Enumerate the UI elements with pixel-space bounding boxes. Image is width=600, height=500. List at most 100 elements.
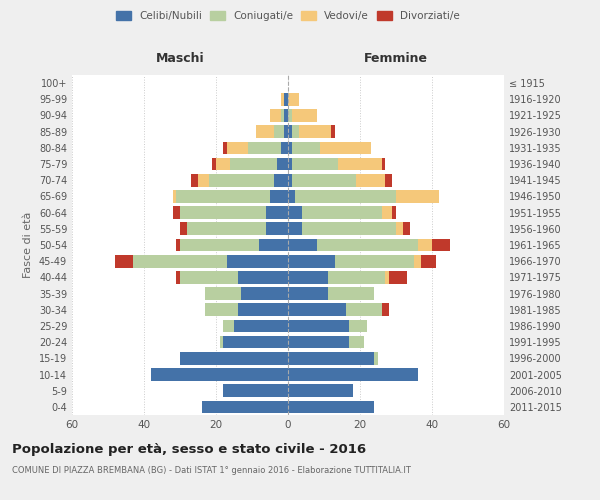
Bar	[256, 126, 274, 138]
Bar	[209, 174, 274, 186]
Bar	[288, 158, 292, 170]
Bar	[133, 255, 227, 268]
Bar	[396, 190, 439, 202]
Bar	[288, 206, 302, 219]
Bar	[284, 109, 288, 122]
Bar	[284, 126, 288, 138]
Bar	[288, 126, 292, 138]
Bar	[281, 93, 284, 106]
Bar	[227, 255, 288, 268]
Bar	[288, 174, 292, 186]
Bar	[385, 174, 392, 186]
Bar	[238, 271, 288, 283]
Bar	[266, 206, 288, 219]
Bar	[223, 336, 288, 348]
Bar	[288, 93, 299, 106]
Bar	[180, 238, 259, 252]
Bar	[205, 288, 241, 300]
Bar	[288, 142, 292, 154]
Bar	[234, 320, 288, 332]
Bar	[403, 222, 410, 235]
Bar	[176, 271, 180, 283]
Bar	[382, 206, 392, 219]
Bar	[277, 158, 288, 170]
Bar	[281, 109, 284, 122]
Bar	[176, 190, 270, 202]
Bar	[389, 271, 407, 283]
Bar	[274, 126, 284, 138]
Bar	[288, 304, 346, 316]
Bar	[180, 206, 266, 219]
Bar	[241, 288, 288, 300]
Bar	[288, 190, 295, 202]
Bar	[238, 304, 288, 316]
Bar	[414, 255, 421, 268]
Bar	[356, 174, 385, 186]
Bar	[220, 336, 223, 348]
Bar	[212, 158, 216, 170]
Bar	[338, 158, 382, 170]
Bar	[346, 304, 382, 316]
Bar	[349, 320, 367, 332]
Bar	[266, 222, 288, 235]
Bar	[418, 238, 432, 252]
Bar	[292, 158, 338, 170]
Bar	[328, 271, 385, 283]
Bar	[205, 304, 238, 316]
Bar	[288, 336, 349, 348]
Bar	[288, 271, 328, 283]
Bar	[180, 352, 288, 364]
Bar	[385, 271, 389, 283]
Bar	[292, 142, 320, 154]
Bar	[274, 174, 288, 186]
Bar	[317, 238, 418, 252]
Y-axis label: Fasce di età: Fasce di età	[23, 212, 33, 278]
Bar	[288, 384, 353, 397]
Bar	[392, 206, 396, 219]
Bar	[223, 142, 227, 154]
Bar	[187, 222, 266, 235]
Bar	[292, 174, 356, 186]
Bar	[191, 174, 198, 186]
Bar	[432, 238, 450, 252]
Bar	[292, 109, 317, 122]
Bar	[270, 190, 288, 202]
Bar	[281, 142, 288, 154]
Bar	[173, 206, 180, 219]
Bar	[382, 158, 385, 170]
Bar	[396, 222, 403, 235]
Bar	[198, 174, 209, 186]
Bar	[180, 222, 187, 235]
Bar	[288, 109, 292, 122]
Bar	[288, 238, 317, 252]
Bar	[288, 368, 418, 381]
Text: Femmine: Femmine	[364, 52, 428, 66]
Bar	[259, 238, 288, 252]
Bar	[223, 384, 288, 397]
Bar	[180, 271, 238, 283]
Bar	[299, 126, 331, 138]
Bar	[374, 352, 378, 364]
Bar	[421, 255, 436, 268]
Text: COMUNE DI PIAZZA BREMBANA (BG) - Dati ISTAT 1° gennaio 2016 - Elaborazione TUTTI: COMUNE DI PIAZZA BREMBANA (BG) - Dati IS…	[12, 466, 411, 475]
Bar	[227, 142, 248, 154]
Bar	[302, 206, 382, 219]
Bar	[173, 190, 176, 202]
Bar	[335, 255, 414, 268]
Bar	[292, 126, 299, 138]
Bar	[328, 288, 374, 300]
Bar	[248, 142, 281, 154]
Bar	[216, 158, 230, 170]
Bar	[302, 222, 396, 235]
Bar	[382, 304, 389, 316]
Bar	[288, 352, 374, 364]
Bar	[284, 93, 288, 106]
Bar	[295, 190, 396, 202]
Bar	[320, 142, 371, 154]
Bar	[176, 238, 180, 252]
Bar	[115, 255, 133, 268]
Text: Maschi: Maschi	[155, 52, 205, 66]
Bar	[230, 158, 277, 170]
Legend: Celibi/Nubili, Coniugati/e, Vedovi/e, Divorziati/e: Celibi/Nubili, Coniugati/e, Vedovi/e, Di…	[113, 8, 463, 24]
Bar	[223, 320, 234, 332]
